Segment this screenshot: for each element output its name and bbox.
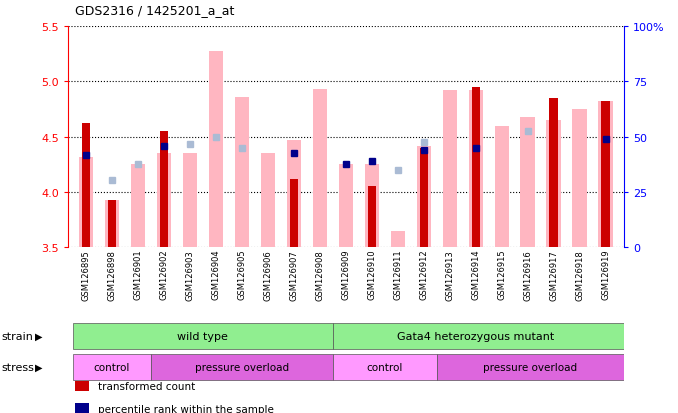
- Bar: [549, 99, 558, 248]
- Text: ▶: ▶: [35, 331, 43, 341]
- Bar: [82, 124, 90, 248]
- Bar: [416, 146, 431, 248]
- Bar: [420, 148, 428, 248]
- Bar: [261, 154, 275, 248]
- Bar: [338, 165, 353, 248]
- Bar: [73, 354, 151, 380]
- Text: pressure overload: pressure overload: [195, 362, 289, 372]
- Text: stress: stress: [1, 362, 34, 372]
- Bar: [151, 354, 333, 380]
- Bar: [105, 200, 119, 248]
- Bar: [157, 154, 171, 248]
- Bar: [546, 121, 561, 248]
- Text: wild type: wild type: [178, 331, 228, 341]
- Text: Gata4 heterozygous mutant: Gata4 heterozygous mutant: [397, 331, 555, 341]
- Bar: [108, 200, 116, 248]
- Text: percentile rank within the sample: percentile rank within the sample: [98, 404, 274, 413]
- Bar: [437, 354, 624, 380]
- Bar: [443, 91, 457, 248]
- Text: transformed count: transformed count: [98, 381, 195, 391]
- Bar: [160, 132, 168, 248]
- Bar: [367, 187, 376, 248]
- Bar: [599, 102, 613, 248]
- Bar: [73, 323, 333, 349]
- Text: GDS2316 / 1425201_a_at: GDS2316 / 1425201_a_at: [75, 4, 234, 17]
- Bar: [313, 90, 327, 248]
- Text: strain: strain: [1, 331, 33, 341]
- Bar: [183, 154, 197, 248]
- Bar: [131, 165, 145, 248]
- Bar: [494, 126, 508, 248]
- Bar: [235, 97, 249, 248]
- Bar: [209, 52, 223, 248]
- Bar: [471, 88, 480, 248]
- Bar: [365, 165, 379, 248]
- Text: pressure overload: pressure overload: [483, 362, 577, 372]
- Text: control: control: [94, 362, 130, 372]
- Bar: [287, 141, 301, 248]
- Bar: [290, 179, 298, 248]
- Bar: [79, 157, 93, 248]
- Bar: [601, 102, 610, 248]
- Bar: [333, 354, 437, 380]
- Bar: [468, 91, 483, 248]
- Bar: [391, 231, 405, 248]
- Text: control: control: [367, 362, 403, 372]
- Bar: [333, 323, 624, 349]
- Bar: [521, 117, 535, 248]
- Bar: [572, 110, 586, 248]
- Text: ▶: ▶: [35, 362, 43, 372]
